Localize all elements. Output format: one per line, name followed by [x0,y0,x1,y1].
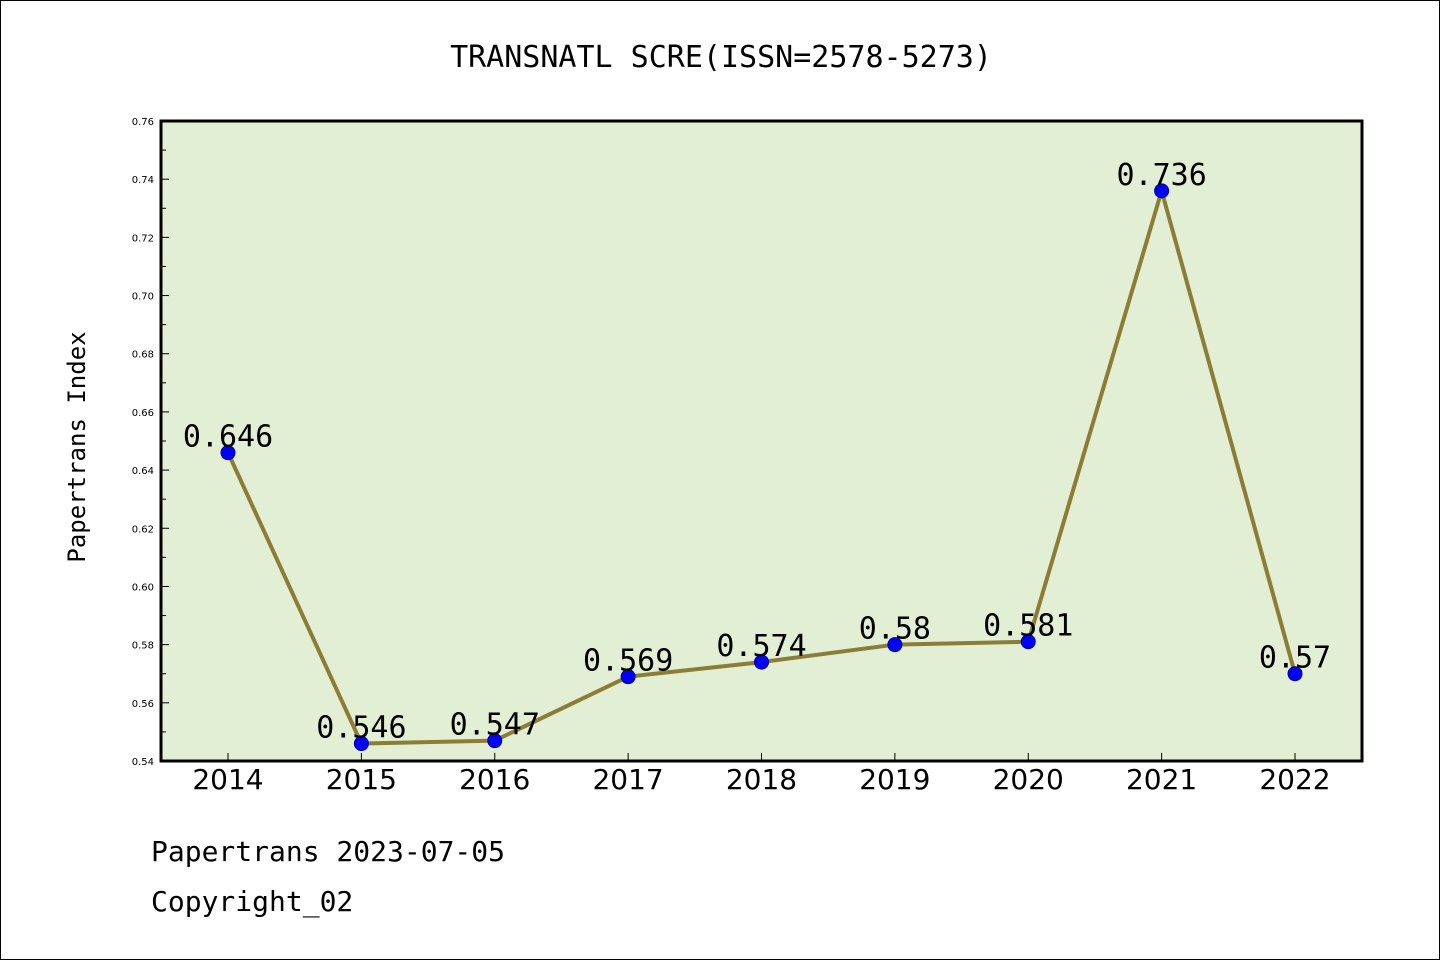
data-point [620,669,636,685]
data-label: 0.581 [983,609,1073,644]
data-points [220,183,1303,752]
y-axis-label: Papertrans Index [63,331,91,562]
y-tick-label: 0.60 [132,582,154,593]
x-tick-label: 2021 [1126,763,1197,796]
data-point [1154,183,1170,199]
x-tick-label: 2022 [1259,763,1330,796]
y-tick-label: 0.70 [132,292,154,303]
data-label: 0.736 [1116,158,1206,193]
data-point [487,733,503,749]
data-point [754,654,769,670]
data-label: 0.58 [859,612,931,647]
y-tick-label: 0.68 [132,350,154,361]
y-tick-label: 0.58 [132,641,154,652]
x-tick-label: 2018 [726,763,797,796]
plot-area [159,119,1364,763]
data-label: 0.569 [583,644,673,679]
x-tick-label: 2019 [859,763,930,796]
x-tick-label: 2017 [592,763,663,796]
y-tick-label: 0.56 [132,699,154,710]
x-axis: 2014 2015 2016 2017 2018 2019 2020 2021 2022 [192,753,1331,796]
x-tick-label: 2020 [993,763,1064,796]
y-tick-label: 0.54 [132,757,154,768]
data-point [353,736,369,752]
x-tick-label: 2016 [459,763,530,796]
footer-date: Papertrans 2023-07-05 [151,835,506,868]
x-tick-label: 2014 [192,763,263,796]
data-label: 0.546 [316,711,406,746]
data-point [1020,634,1036,650]
footer-copyright: Copyright_02 [151,885,354,918]
data-label: 0.57 [1259,641,1331,676]
data-point [220,445,236,461]
y-tick-label: 0.64 [132,466,154,477]
y-tick-label: 0.72 [132,233,154,244]
data-label: 0.574 [716,629,806,664]
y-tick-label: 0.76 [132,117,154,128]
data-label: 0.547 [450,708,540,743]
data-point [1287,666,1303,682]
data-label: 0.646 [183,420,273,455]
y-tick-label: 0.66 [132,408,154,419]
x-tick-label: 2015 [326,763,397,796]
y-axis: 0.54 0.56 0.58 0.60 0.62 0.64 0.66 0.68 0.70 0.72… [132,117,169,768]
data-labels: 0.646 0.546 0.547 0.569 0.574 0.58 0.581 0.736 0… [183,158,1331,746]
y-tick-label: 0.62 [132,524,154,535]
chart-title: TRANSNATL SCRE(ISSN=2578-5273) [450,40,992,75]
data-point [887,637,903,653]
y-tick-label: 0.74 [132,175,154,186]
